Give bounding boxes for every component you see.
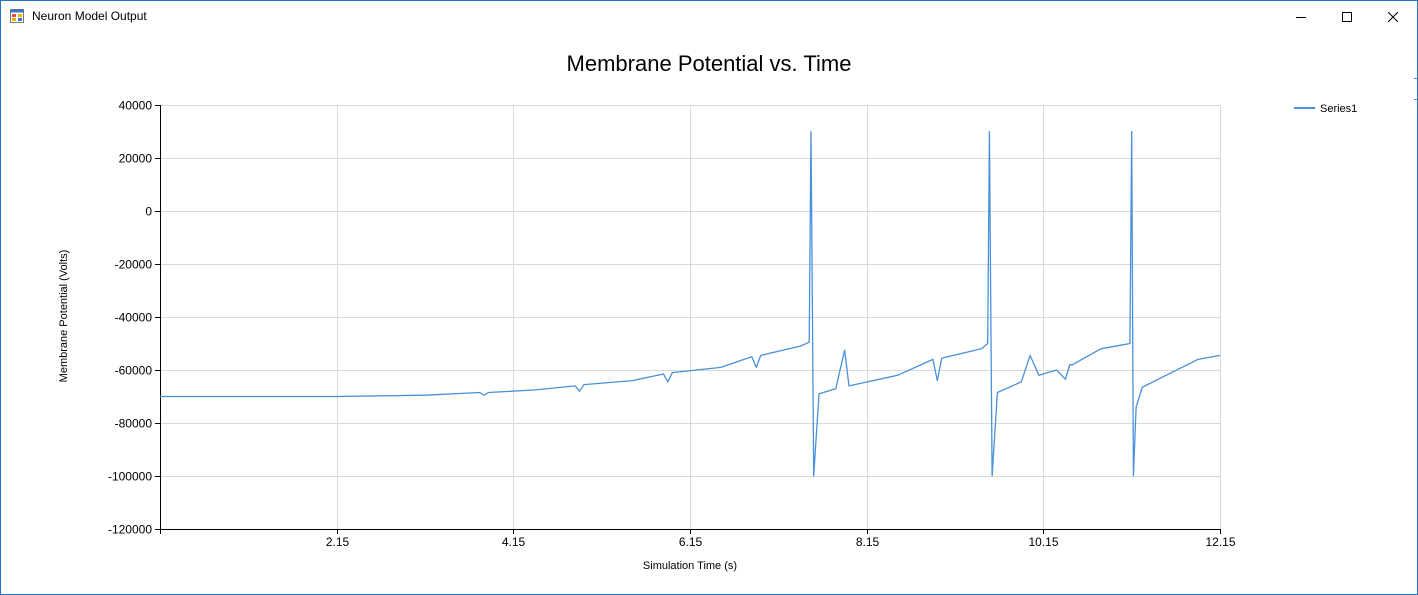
- window-edge-mark: [1414, 78, 1417, 79]
- membrane-potential-chart: Membrane Potential vs. Time 40000 20000 0 -…: [58, 51, 1357, 572]
- y-tick-label: -80000: [115, 417, 153, 431]
- y-tick-label: -60000: [115, 364, 153, 378]
- chart-title: Membrane Potential vs. Time: [567, 51, 852, 76]
- maximize-icon: [1342, 11, 1352, 22]
- minimize-icon: [1296, 16, 1306, 18]
- axes-layer: 40000 20000 0 -20000 -40000 -60000 -80000 -1000…: [108, 99, 1236, 550]
- x-tick-label: 6.15: [679, 535, 703, 549]
- x-tick-label: 4.15: [502, 535, 526, 549]
- y-tick-label: -40000: [115, 311, 153, 325]
- x-tick-label: 2.15: [326, 535, 350, 549]
- y-tick-label: 0: [145, 205, 152, 219]
- x-tick-label: 12.15: [1205, 535, 1235, 549]
- y-axis-title: Membrane Potential (Volts): [58, 250, 70, 383]
- y-tick-label: -100000: [108, 470, 152, 484]
- x-tick-label: 10.15: [1028, 535, 1058, 549]
- window-title: Neuron Model Output: [32, 9, 147, 23]
- minimize-button[interactable]: [1278, 1, 1324, 32]
- close-button[interactable]: [1370, 1, 1416, 32]
- series-line-series1: [160, 130, 1221, 477]
- x-tick-label: 8.15: [856, 535, 880, 549]
- y-tick-label: 20000: [119, 152, 153, 166]
- winforms-app-icon: [10, 9, 24, 23]
- y-tick-label: 40000: [119, 99, 153, 113]
- grid-layer: [160, 105, 1221, 529]
- window-edge-mark: [1414, 99, 1417, 100]
- title-bar[interactable]: Neuron Model Output: [1, 1, 1417, 32]
- series-layer: [160, 130, 1221, 477]
- legend-label-series1: Series1: [1320, 103, 1357, 115]
- y-tick-label: -20000: [115, 258, 153, 272]
- legend: Series1: [1294, 103, 1357, 115]
- x-axis-title: Simulation Time (s): [643, 560, 737, 572]
- close-icon: [1388, 11, 1398, 22]
- maximize-button[interactable]: [1324, 1, 1370, 32]
- y-tick-label: -120000: [108, 523, 152, 537]
